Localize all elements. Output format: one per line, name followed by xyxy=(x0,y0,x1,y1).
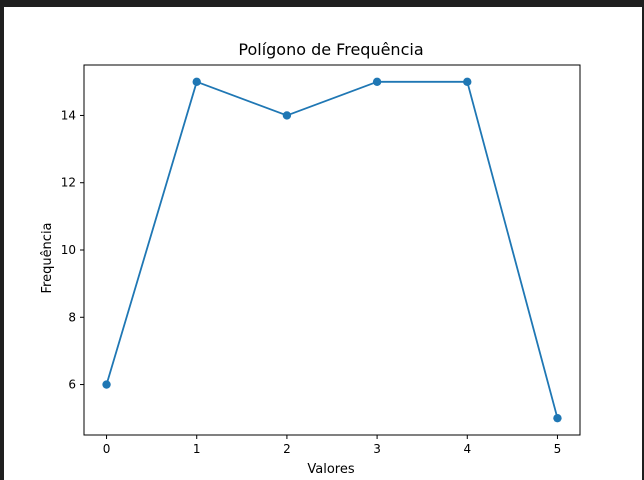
x-tick-label: 2 xyxy=(283,442,291,456)
x-tick-label: 0 xyxy=(103,442,111,456)
y-tick-label: 6 xyxy=(68,378,76,392)
y-tick-label: 14 xyxy=(61,108,76,122)
window-top-edge xyxy=(0,0,644,7)
y-tick-label: 12 xyxy=(61,176,76,190)
y-tick-label: 8 xyxy=(68,310,76,324)
x-tick-label: 4 xyxy=(463,442,471,456)
y-axis-label: Frequência xyxy=(40,222,55,293)
x-tick-label: 3 xyxy=(373,442,381,456)
y-tick-label: 10 xyxy=(61,243,76,257)
x-axis-label: Valores xyxy=(307,462,354,477)
chart-title: Polígono de Frequência xyxy=(238,40,423,59)
window-right-edge xyxy=(642,0,644,480)
data-point xyxy=(463,77,472,87)
window-left-edge xyxy=(0,0,4,480)
series-line xyxy=(105,80,559,419)
figure-canvas: Polígono de Frequência 0 1 2 3 4 5 6 8 10 12 14 Va… xyxy=(4,7,642,480)
data-point xyxy=(192,77,201,87)
data-point xyxy=(102,380,111,389)
data-point xyxy=(282,111,292,120)
data-point xyxy=(553,413,562,423)
x-tick-label: 5 xyxy=(554,442,562,456)
x-tick-label: 1 xyxy=(193,442,201,456)
data-point xyxy=(372,77,382,87)
axes-frame xyxy=(83,64,581,436)
